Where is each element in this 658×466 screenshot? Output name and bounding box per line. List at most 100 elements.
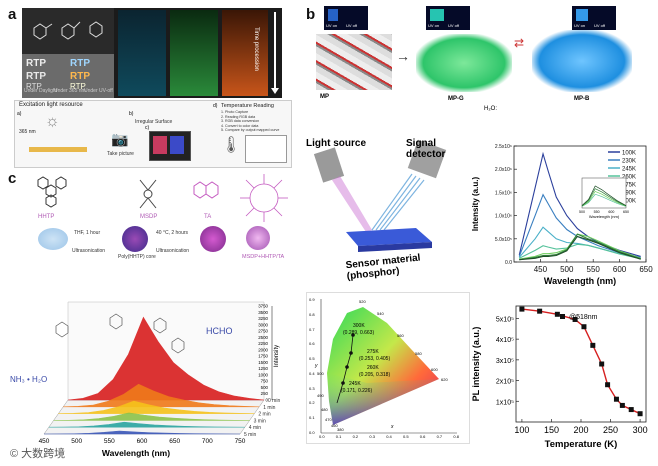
cie-tick: 540 bbox=[377, 311, 384, 316]
rtp-photo-grid: RTP RTP RTP RTP RTP RTP bbox=[22, 54, 114, 98]
msdp-molecule bbox=[139, 179, 157, 209]
x-tick-label: 450 bbox=[39, 438, 50, 445]
x-tick-label: 600 bbox=[137, 438, 148, 445]
step-number: d) bbox=[213, 103, 218, 109]
step-number: a) bbox=[17, 111, 22, 117]
panel-label-b: b bbox=[306, 6, 316, 23]
legend-marker bbox=[560, 314, 565, 319]
z-tick-label: 1000 bbox=[258, 372, 268, 377]
z-tick-label: 750 bbox=[261, 379, 269, 384]
diagram-label: Signal detector bbox=[406, 138, 446, 160]
cie-tick: 490 bbox=[317, 393, 324, 398]
z-tick-label: 2000 bbox=[258, 347, 268, 352]
rtp-label: RTP bbox=[70, 58, 90, 69]
z-tick-label: 2250 bbox=[258, 341, 268, 346]
spectrum-1-min bbox=[63, 383, 260, 408]
cie-point-coord: (0.253, 0.405) bbox=[359, 356, 391, 362]
crystal-mpg bbox=[416, 34, 512, 92]
cie-tick: 500 bbox=[317, 371, 324, 376]
cie-chart: 300K (0.289, 0.663) 275K (0.253, 0.405) … bbox=[306, 292, 470, 444]
y-axis-label: Intensity (a.u.) bbox=[471, 177, 480, 232]
cie-tick: 600 bbox=[431, 367, 438, 372]
lamp-icon: ☼ bbox=[45, 113, 60, 130]
spectrum-2-min bbox=[58, 400, 255, 414]
x-tick-label: 500 bbox=[71, 438, 82, 445]
uv-button: UV on bbox=[574, 23, 586, 28]
inset-line-300K bbox=[581, 185, 627, 206]
legend-label: 260K bbox=[622, 175, 636, 181]
y-tick-label: 1.5x10⁶ bbox=[495, 190, 512, 196]
y-axis-label: PL intensity (a.u.) bbox=[471, 327, 481, 402]
step-label: Take picture bbox=[107, 151, 134, 157]
crystal-label: MP-G bbox=[448, 96, 464, 102]
cie-y-ticks: 0.9 0.8 0.7 0.6 0.5 0.4 0.3 0.2 0.1 0.0 bbox=[309, 297, 315, 435]
molecule-label: HHTP bbox=[38, 214, 55, 220]
legend-label: 245K bbox=[622, 167, 636, 173]
cie-tick: 620 bbox=[441, 377, 448, 382]
x-tick-label: 500 bbox=[560, 265, 574, 274]
spectra-chart: 450 500 550 600 650 0.0 5.0x10⁵ 1.0x10⁶ 1.5x10⁶ 2… bbox=[471, 144, 653, 286]
cie-point-labels: 300K (0.289, 0.663) 275K (0.253, 0.405) … bbox=[307, 293, 469, 443]
product-label: Poly(HHTP) core bbox=[118, 254, 156, 260]
z-tick-label: 0 bbox=[266, 398, 269, 403]
molecule-label: MSDP bbox=[140, 214, 158, 220]
cie-ylabel: y bbox=[315, 363, 318, 369]
x-tick-label: 750 bbox=[235, 438, 246, 445]
process-label: THF, 1 hour bbox=[74, 230, 101, 236]
photo-caption: Under UV-off bbox=[84, 88, 113, 94]
inset-x-label: Wavelength (nm) bbox=[589, 214, 620, 219]
data-point bbox=[572, 316, 578, 322]
x-axis-label: Wavelength (nm) bbox=[102, 448, 170, 458]
series-line-300K bbox=[519, 235, 641, 261]
cie-tick: 460 bbox=[331, 423, 338, 428]
data-point bbox=[599, 361, 605, 367]
y-tick-label: 3x10⁵ bbox=[496, 358, 514, 365]
inset-tick-label: 500 bbox=[579, 210, 585, 214]
vial-photos-orange bbox=[222, 10, 268, 96]
x-tick-label: 300 bbox=[633, 425, 648, 435]
z-tick-label: 3250 bbox=[258, 316, 268, 321]
z-axis-label: Intensity bbox=[274, 345, 280, 367]
inset-line-275K bbox=[581, 191, 627, 207]
fit-line bbox=[521, 308, 641, 415]
cie-xlabel: x bbox=[391, 424, 394, 430]
crystal-label: MP bbox=[320, 94, 329, 100]
cie-point-label: 300K bbox=[353, 323, 365, 329]
y-tick-label: 2x10⁵ bbox=[496, 379, 514, 386]
rtp-label: RTP bbox=[26, 82, 42, 91]
molecule-label: MSDP+HHTP/TA bbox=[242, 254, 285, 260]
x-tick-label: 150 bbox=[544, 425, 559, 435]
spectrum-4-min bbox=[48, 421, 245, 428]
data-point bbox=[590, 342, 596, 348]
x-tick-label: 550 bbox=[104, 438, 115, 445]
mini-curve bbox=[245, 135, 287, 163]
pl-temperature-chart: 100 150 200 250 300 1x10⁵ 2x10⁵ 3x10⁵ 4x10⁵ 5x10⁵… bbox=[471, 305, 648, 450]
y-tick-label: 1x10⁵ bbox=[496, 399, 514, 406]
cie-point-coord: (0.289, 0.663) bbox=[343, 330, 375, 336]
y-tick-label: 4x10⁵ bbox=[496, 337, 514, 344]
legend-label: @518nm bbox=[569, 314, 598, 321]
process-label: Ultrasonication bbox=[156, 248, 190, 254]
z-tick-label: 1250 bbox=[258, 366, 268, 371]
spectrum-0-min bbox=[67, 316, 265, 401]
rtp-label: RTP bbox=[26, 58, 46, 69]
cie-tick: 580 bbox=[415, 351, 422, 356]
uv-button: UV off bbox=[594, 23, 606, 28]
inset-line-260K bbox=[581, 193, 627, 207]
y-tick-label: 5x10⁵ bbox=[496, 316, 514, 323]
cie-tick: 480 bbox=[321, 407, 328, 412]
panel-a-molecules bbox=[22, 8, 114, 54]
inset-line-290K bbox=[581, 188, 627, 207]
uv-button: UV on bbox=[428, 23, 440, 28]
time-label: 3 min bbox=[254, 418, 266, 424]
hhtp-molecule bbox=[37, 176, 67, 208]
water-label: H₂O: bbox=[484, 106, 497, 112]
molecule-label: TA bbox=[204, 214, 212, 220]
ta-molecule bbox=[193, 181, 219, 199]
crystal-mp bbox=[316, 34, 392, 90]
legend-label: 275K bbox=[622, 183, 636, 189]
panel-a-workflow: Excitation light resource ☼ 365 nm Irreg… bbox=[14, 100, 292, 168]
rtp-label: RTP bbox=[70, 71, 90, 82]
z-tick-label: 2500 bbox=[258, 335, 268, 340]
